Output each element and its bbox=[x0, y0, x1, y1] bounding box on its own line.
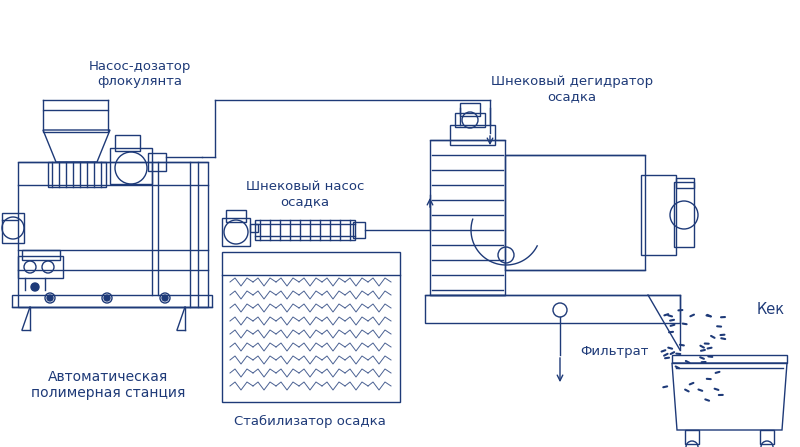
Bar bbox=[505, 155, 645, 270]
Bar bbox=[48, 162, 106, 187]
Bar bbox=[222, 218, 250, 246]
Bar bbox=[12, 295, 212, 307]
Bar bbox=[460, 103, 480, 116]
Circle shape bbox=[31, 283, 39, 291]
Circle shape bbox=[104, 295, 110, 301]
Bar bbox=[672, 355, 787, 363]
Bar bbox=[641, 175, 676, 255]
Bar bbox=[226, 210, 246, 222]
Bar bbox=[110, 148, 152, 184]
Bar bbox=[430, 140, 505, 295]
Bar bbox=[255, 220, 355, 240]
Bar bbox=[353, 222, 365, 238]
Text: Стабилизатор осадка: Стабилизатор осадка bbox=[234, 415, 386, 428]
Bar bbox=[674, 182, 694, 247]
Bar bbox=[685, 430, 699, 444]
Bar bbox=[250, 224, 258, 232]
Bar bbox=[148, 153, 166, 171]
Circle shape bbox=[162, 295, 168, 301]
Text: Шнековый насос
осадка: Шнековый насос осадка bbox=[246, 180, 364, 208]
Bar bbox=[43, 110, 108, 132]
Bar bbox=[115, 135, 140, 151]
Bar bbox=[760, 430, 774, 444]
Bar bbox=[455, 113, 485, 127]
Bar bbox=[18, 162, 208, 307]
Bar bbox=[2, 213, 24, 243]
Bar bbox=[22, 250, 60, 260]
Bar bbox=[450, 125, 495, 145]
Text: Фильтрат: Фильтрат bbox=[580, 345, 648, 358]
Circle shape bbox=[47, 295, 53, 301]
Bar bbox=[222, 252, 400, 402]
Text: Автоматическая
полимерная станция: Автоматическая полимерная станция bbox=[31, 370, 185, 400]
Text: Шнековый дегидратор
осадка: Шнековый дегидратор осадка bbox=[491, 75, 653, 103]
Text: Насос-дозатор
флокулянта: Насос-дозатор флокулянта bbox=[89, 60, 191, 88]
Text: Кек: Кек bbox=[757, 303, 785, 317]
Bar bbox=[18, 256, 63, 278]
Bar bbox=[425, 295, 680, 323]
Bar bbox=[676, 178, 694, 188]
